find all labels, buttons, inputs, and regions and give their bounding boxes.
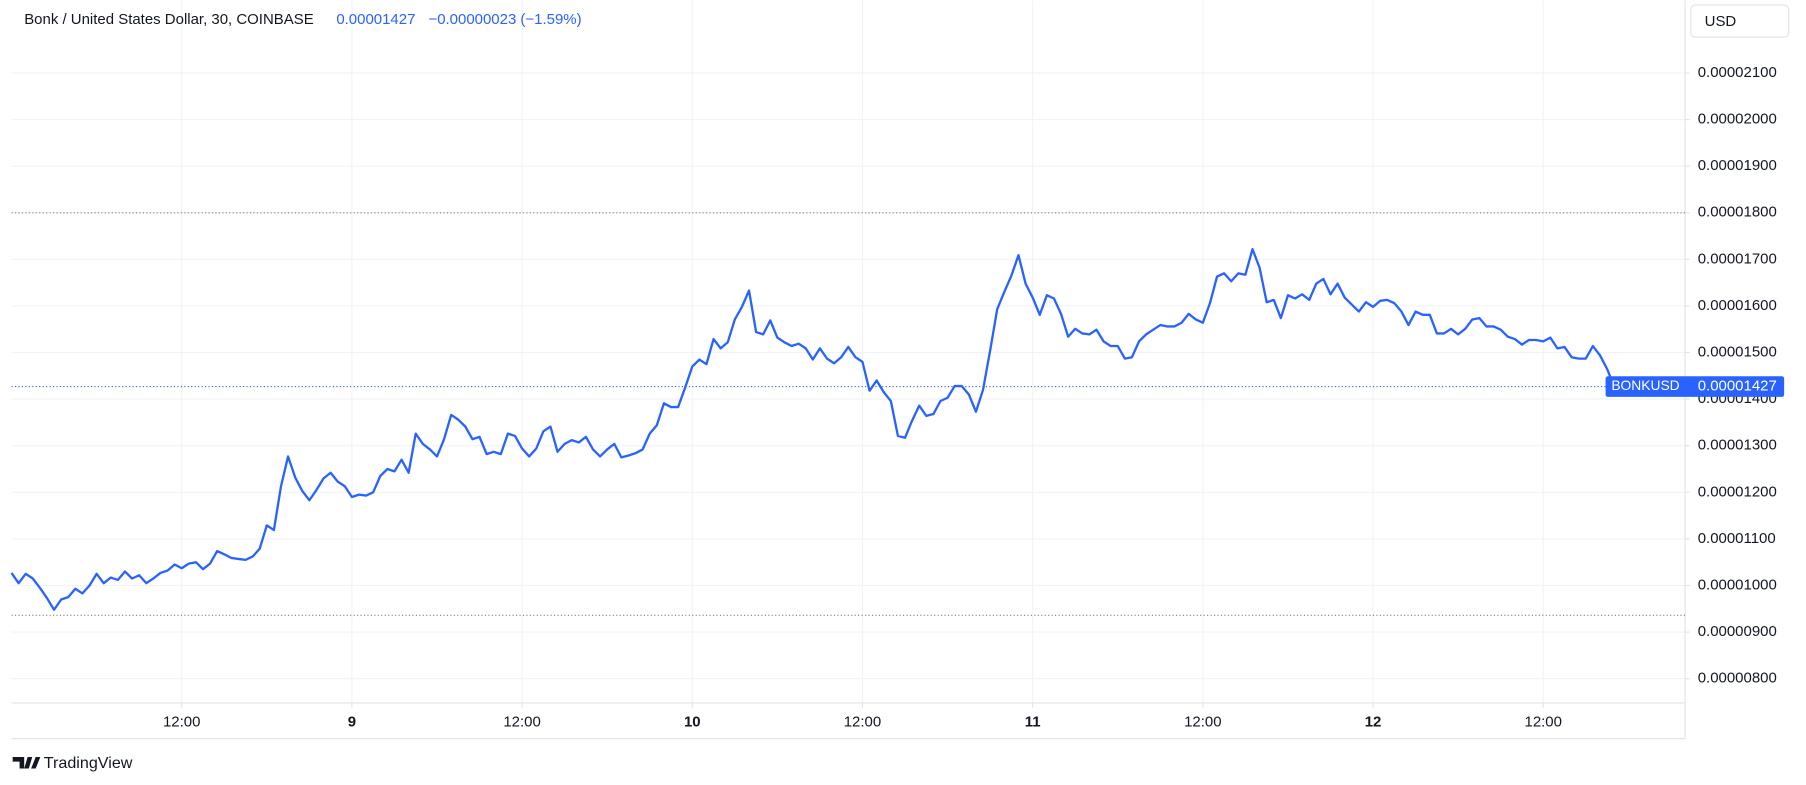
y-tick-label: 0.00002100 — [1698, 64, 1777, 81]
y-tick-label: 0.00001100 — [1698, 530, 1776, 547]
y-tick-label: 0.00001800 — [1698, 204, 1777, 221]
logo-icon — [12, 757, 41, 769]
x-tick-label: 12 — [1365, 713, 1382, 730]
currency-label[interactable]: USD — [1705, 13, 1737, 30]
currency-button[interactable] — [1690, 4, 1790, 38]
y-tick-label: 0.00000900 — [1698, 623, 1777, 640]
x-tick-label: 10 — [684, 713, 701, 730]
x-tick-label: 9 — [348, 713, 356, 730]
brand-logo: TradingView — [12, 754, 133, 772]
x-tick-label: 12:00 — [1525, 713, 1562, 730]
y-tick-label: 0.00001900 — [1698, 157, 1777, 174]
symbol-title: Bonk / United States Dollar, 30, COINBAS… — [24, 11, 314, 28]
y-tick-label: 0.00001300 — [1698, 437, 1777, 454]
price-change: −0.00000023 (−1.59%) — [428, 11, 581, 28]
y-tick-label: 0.00001700 — [1698, 250, 1777, 267]
y-tick-label: 0.00001600 — [1698, 297, 1777, 314]
y-tick-label: 0.00001000 — [1698, 576, 1777, 593]
brand-name: TradingView — [44, 754, 133, 772]
x-tick-label: 12:00 — [163, 713, 200, 730]
price-tag-symbol: BONKUSD — [1611, 377, 1679, 393]
x-tick-label: 12:00 — [1184, 713, 1221, 730]
x-tick-label: 12:00 — [844, 713, 881, 730]
price-line — [10, 247, 1616, 611]
price-tag-value: 0.00001427 — [1698, 378, 1777, 395]
y-tick-label: 0.00001200 — [1698, 483, 1777, 500]
grid — [11, 0, 1686, 703]
price-tag — [1605, 376, 1785, 397]
y-tick-label: 0.00002000 — [1698, 111, 1777, 128]
y-tick-label: 0.00000800 — [1698, 670, 1777, 687]
x-tick-label: 11 — [1025, 713, 1041, 730]
x-tick-label: 12:00 — [503, 713, 540, 730]
y-tick-label: 0.00001500 — [1698, 343, 1777, 360]
last-price: 0.00001427 — [336, 11, 415, 28]
